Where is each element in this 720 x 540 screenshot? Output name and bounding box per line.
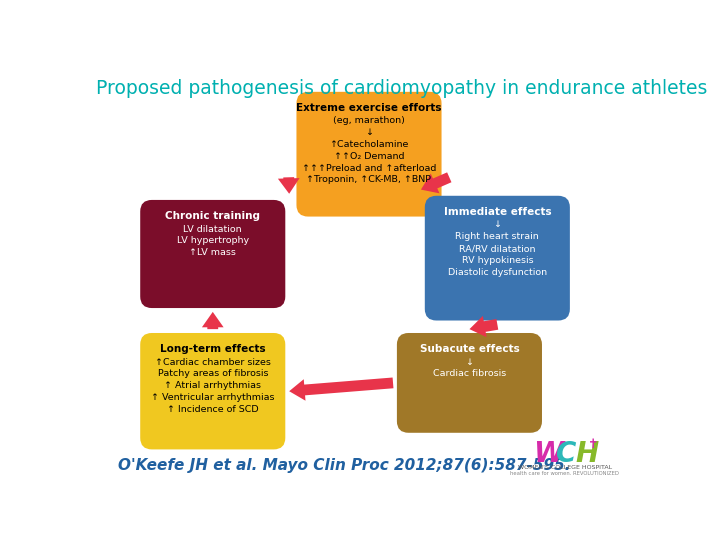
Text: Immediate effects: Immediate effects	[444, 207, 551, 217]
Text: health care for women. REVOLUTIONIZED: health care for women. REVOLUTIONIZED	[510, 470, 619, 476]
Text: ✝: ✝	[588, 438, 598, 451]
FancyBboxPatch shape	[297, 92, 441, 217]
FancyArrow shape	[202, 312, 224, 329]
Text: Extreme exercise efforts: Extreme exercise efforts	[296, 103, 442, 113]
Text: Proposed pathogenesis of cardiomyopathy in endurance athletes: Proposed pathogenesis of cardiomyopathy …	[96, 79, 707, 98]
FancyArrow shape	[469, 316, 498, 337]
FancyArrow shape	[289, 377, 393, 401]
Text: Long-term effects: Long-term effects	[160, 344, 266, 354]
FancyArrow shape	[278, 177, 300, 194]
FancyBboxPatch shape	[397, 333, 542, 433]
Text: ↓
Cardiac fibrosis: ↓ Cardiac fibrosis	[433, 357, 506, 379]
Text: LV dilatation
LV hypertrophy
↑LV mass: LV dilatation LV hypertrophy ↑LV mass	[176, 225, 249, 257]
Text: Chronic training: Chronic training	[166, 211, 260, 221]
Text: (eg, marathon)
↓
↑Catecholamine
↑↑O₂ Demand
↑↑↑Preload and ↑afterload
↑Troponin,: (eg, marathon) ↓ ↑Catecholamine ↑↑O₂ Dem…	[302, 117, 436, 185]
Text: H: H	[575, 440, 598, 468]
FancyBboxPatch shape	[425, 196, 570, 321]
FancyBboxPatch shape	[140, 200, 285, 308]
FancyArrow shape	[421, 172, 451, 193]
Text: Subacute effects: Subacute effects	[420, 344, 519, 354]
Text: O'Keefe JH et al. Mayo Clin Proc 2012;87(6):587-595.: O'Keefe JH et al. Mayo Clin Proc 2012;87…	[118, 458, 570, 473]
Text: ↑Cardiac chamber sizes
Patchy areas of fibrosis
↑ Atrial arrhythmias
↑ Ventricul: ↑Cardiac chamber sizes Patchy areas of f…	[151, 357, 274, 414]
FancyBboxPatch shape	[140, 333, 285, 449]
Text: ↓
Right heart strain
RA/RV dilatation
RV hypokinesis
Diastolic dysfunction: ↓ Right heart strain RA/RV dilatation RV…	[448, 220, 547, 276]
Text: W: W	[533, 440, 563, 468]
Text: C: C	[557, 440, 577, 468]
Text: WOMEN'S COLLEGE HOSPITAL: WOMEN'S COLLEGE HOSPITAL	[518, 465, 612, 470]
